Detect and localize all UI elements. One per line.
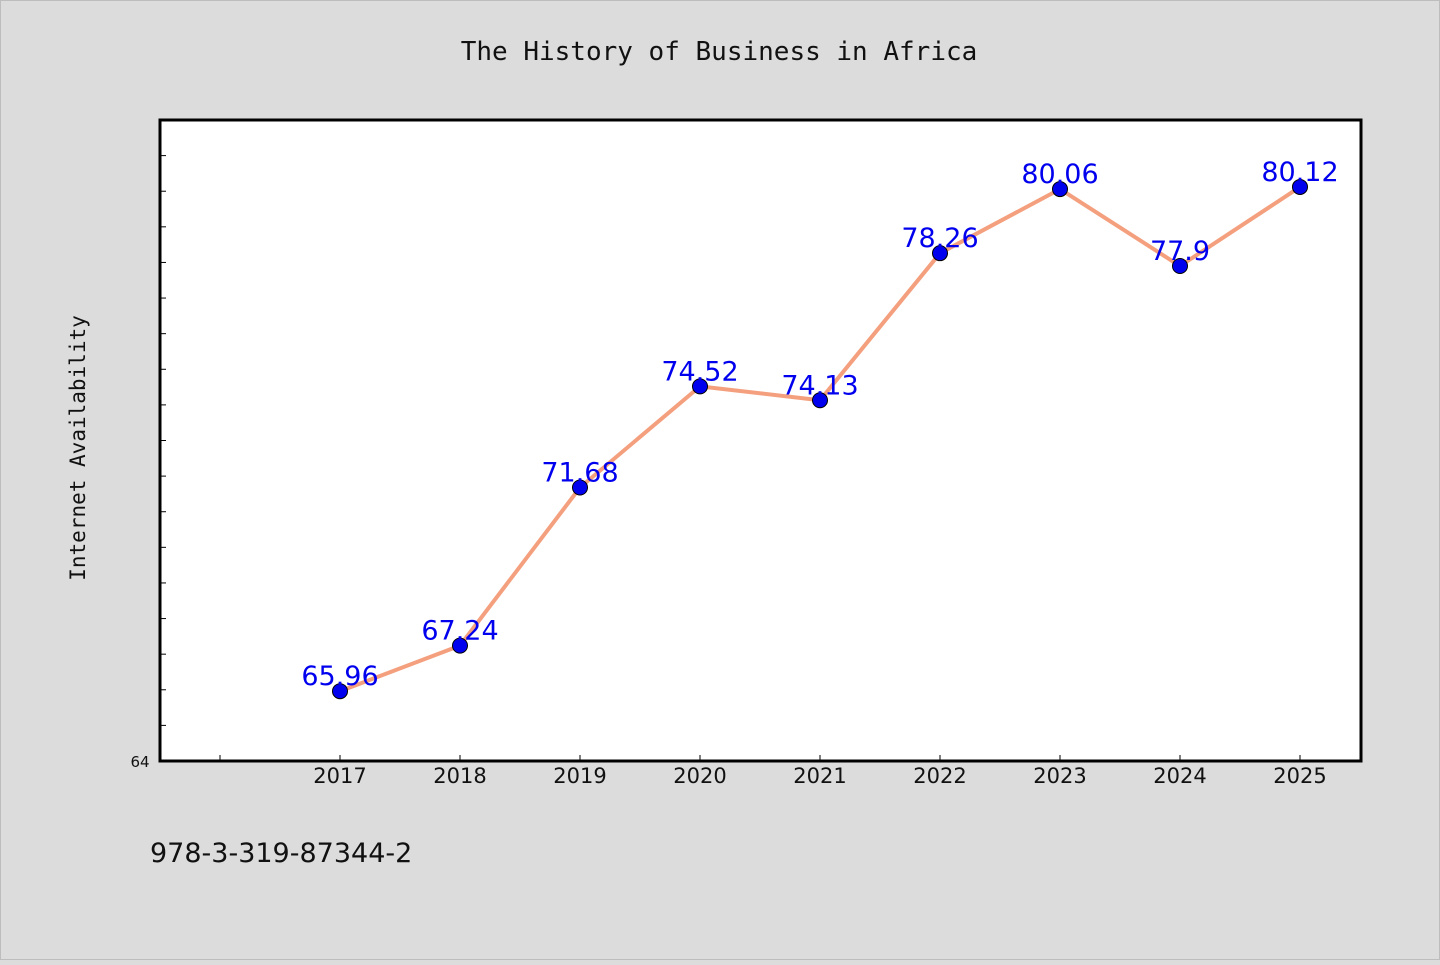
x-tick-label: 2020 — [673, 764, 726, 788]
data-labels: 65.96 67.24 71.68 74.52 74.13 78.26 80.06 77.9 8… — [301, 157, 1338, 692]
y-axis-ticks — [160, 155, 166, 726]
data-label: 77.9 — [1150, 236, 1210, 267]
x-axis-ticks: 2017 2018 2019 2020 2021 2022 2023 2024 2025 — [219, 755, 1327, 788]
data-point-marker — [1292, 178, 1308, 195]
series-markers — [332, 178, 1308, 700]
x-tick-label: 2017 — [313, 764, 366, 788]
x-tick-label: 2025 — [1273, 764, 1326, 788]
data-label: 71.68 — [541, 458, 618, 489]
data-point-marker — [452, 637, 468, 654]
data-point-marker — [1172, 258, 1188, 275]
plot-area — [158, 118, 1363, 763]
data-label: 65.96 — [301, 661, 378, 692]
footnote-isbn: 978-3-319-87344-2 — [150, 838, 412, 869]
data-point-marker — [332, 683, 348, 700]
x-tick-label: 2022 — [913, 764, 966, 788]
data-label: 78.26 — [901, 223, 978, 254]
chart-title: The History of Business in Africa — [461, 37, 978, 67]
data-point-marker — [932, 245, 948, 262]
data-label: 67.24 — [421, 616, 498, 647]
y-axis-label: Internet Availability — [66, 315, 90, 581]
data-label: 80.06 — [1021, 159, 1098, 190]
data-point-marker — [572, 479, 588, 496]
x-tick-label: 2023 — [1033, 764, 1086, 788]
x-tick-label: 2024 — [1153, 764, 1206, 788]
x-tick-label: 2018 — [433, 764, 486, 788]
x-tick-label: 2021 — [793, 764, 846, 788]
data-label: 80.12 — [1261, 157, 1338, 188]
x-tick-label: 2019 — [553, 764, 606, 788]
data-label: 74.52 — [661, 356, 738, 387]
data-label: 74.13 — [781, 370, 858, 401]
data-point-marker — [692, 378, 708, 395]
data-point-marker — [1052, 181, 1068, 198]
data-point-marker — [812, 392, 828, 409]
y-tick-label: 64 — [130, 753, 149, 771]
